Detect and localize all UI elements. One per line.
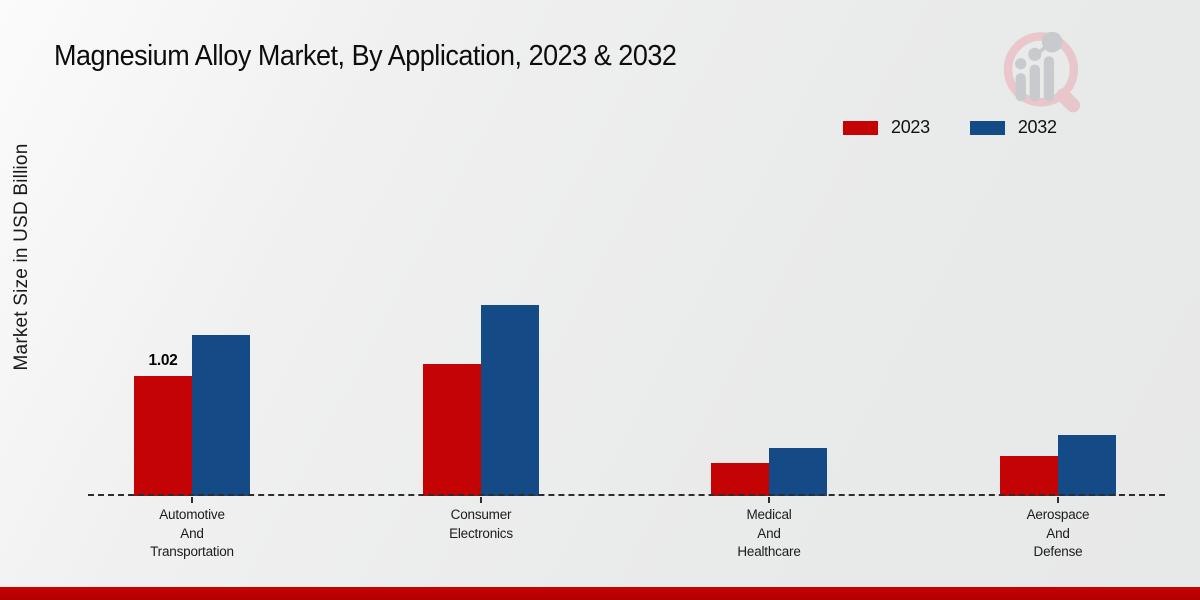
x-axis-dashed-baseline <box>88 494 1165 496</box>
page-title: Magnesium Alloy Market, By Application, … <box>54 40 677 72</box>
x-axis-tick <box>480 497 482 503</box>
legend-item-2023: 2023 <box>843 117 930 138</box>
bar-2023-aerospace-and-defense <box>1000 456 1058 496</box>
legend-label: 2023 <box>891 117 930 137</box>
bar-2032-aerospace-and-defense <box>1058 435 1116 496</box>
bar-2032-consumer-electronics <box>481 305 539 496</box>
legend-swatch <box>843 120 878 135</box>
category-label: Medical And Healthcare <box>737 507 801 559</box>
bar-2023-medical-and-healthcare <box>711 463 769 496</box>
bar-2023-automotive-and-transportation <box>134 376 192 496</box>
legend-item-2032: 2032 <box>969 117 1057 138</box>
legend-label: 2032 <box>1017 117 1057 137</box>
legend-swatch <box>969 120 1005 135</box>
watermark-logo <box>1003 31 1081 113</box>
legend: 2023 2032 <box>843 117 1057 138</box>
x-axis-tick <box>768 497 770 503</box>
bar-value-label: 1.02 <box>148 352 178 369</box>
x-axis-tick <box>191 497 193 503</box>
bar-2023-consumer-electronics <box>423 364 481 496</box>
category-label: Consumer Electronics <box>449 507 513 541</box>
category-label: Aerospace And Defense <box>1026 507 1090 559</box>
footer-red-bar <box>0 587 1200 600</box>
x-axis-tick <box>1057 497 1059 503</box>
bar-2032-automotive-and-transportation <box>192 335 250 496</box>
bar-2032-medical-and-healthcare <box>769 448 827 496</box>
category-label: Automotive And Transportation <box>150 507 234 559</box>
